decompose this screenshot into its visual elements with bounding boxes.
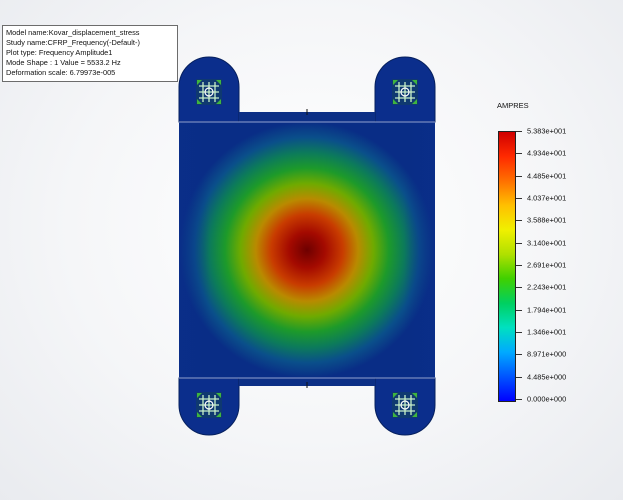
color-legend-bar <box>498 131 516 402</box>
study-info-box: Model name:Kovar_displacement_stress Stu… <box>2 25 178 82</box>
legend-tick <box>516 153 522 155</box>
legend-label: 3.588e+001 <box>527 215 567 225</box>
legend-label: 4.037e+001 <box>527 193 567 203</box>
model-name-text: Model name:Kovar_displacement_stress <box>6 28 140 37</box>
legend-label: 1.346e+001 <box>527 327 567 337</box>
legend-label: 4.485e+000 <box>527 372 567 382</box>
legend-tick <box>516 175 522 177</box>
legend-label: 3.140e+001 <box>527 238 567 248</box>
deformation-scale-text: Deformation scale: 6.79973e-005 <box>6 68 116 77</box>
legend-label: 8.971e+000 <box>527 349 567 359</box>
legend-tick <box>516 332 522 333</box>
legend-tick <box>516 131 522 132</box>
legend-label: 2.243e+001 <box>527 282 567 292</box>
legend-label: 4.485e+001 <box>527 171 567 181</box>
legend-tick <box>516 376 522 378</box>
plot-type-text: Plot type: Frequency Amplitude1 <box>6 48 113 57</box>
legend-tick <box>516 287 522 289</box>
legend-tick <box>516 354 522 356</box>
mode-shape-text: Mode Shape : 1 Value = 5533.2 Hz <box>6 58 121 67</box>
legend-tick <box>516 309 522 311</box>
fixture-arrows-icon <box>391 391 419 419</box>
fixture-arrows-icon <box>195 78 223 106</box>
legend-tick <box>516 220 522 222</box>
legend-tick <box>516 198 522 199</box>
legend-tick <box>516 265 522 266</box>
legend-tick <box>516 399 522 400</box>
fixture-arrows-icon <box>195 391 223 419</box>
legend-label: 0.000e+000 <box>527 394 567 404</box>
study-name-text: Study name:CFRP_Frequency(-Default-) <box>6 38 140 47</box>
fixture-arrows-icon <box>391 78 419 106</box>
legend-label: 5.383e+001 <box>527 126 567 136</box>
legend-label: 1.794e+001 <box>527 305 567 315</box>
legend-title: AMPRES <box>497 101 529 110</box>
legend-tick <box>516 242 522 244</box>
legend-label: 2.691e+001 <box>527 260 567 270</box>
legend-label: 4.934e+001 <box>527 148 567 158</box>
